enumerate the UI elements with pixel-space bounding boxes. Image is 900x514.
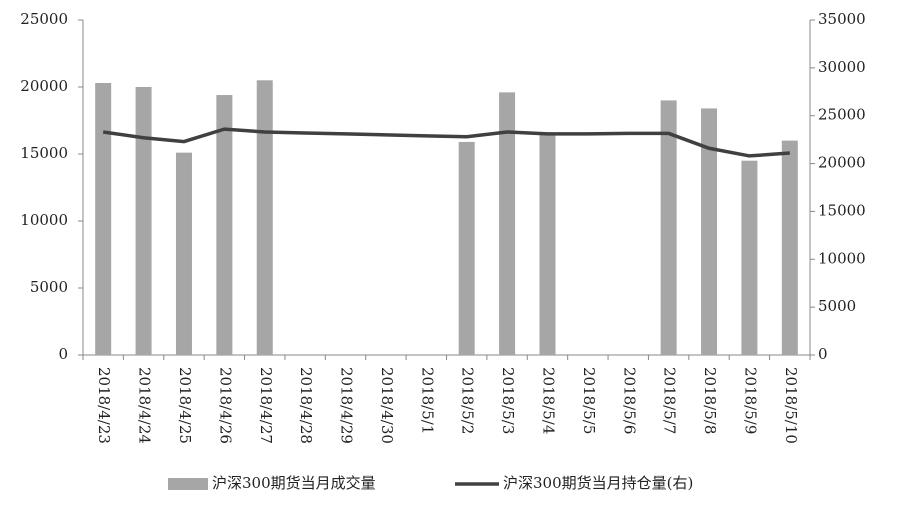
x-tick-label: 2018/5/2 [459,367,477,434]
legend-swatch [168,478,208,490]
x-tick-label: 2018/5/8 [701,367,719,434]
x-tick-label: 2018/5/4 [539,367,557,434]
x-tick-label: 2018/4/30 [378,367,396,444]
x-tick-label: 2018/5/6 [620,367,638,434]
x-tick-label: 2018/5/3 [499,367,517,434]
y2-tick-label: 15000 [818,201,866,219]
bar [701,108,718,355]
x-tick-label: 2018/4/24 [136,367,154,444]
x-tick-label: 2018/4/27 [257,367,275,444]
x-tick-label: 2018/4/26 [216,367,234,444]
x-tick-label: 2018/5/5 [580,367,598,434]
x-tick-label: 2018/4/25 [176,367,194,444]
bar [539,133,556,355]
y2-tick-label: 35000 [818,10,866,28]
y2-tick-label: 25000 [818,106,866,124]
y-tick-label: 10000 [20,211,68,229]
line [102,127,790,158]
x-tick-label: 2018/5/9 [741,367,759,434]
x-tick-label: 2018/5/7 [661,367,679,434]
bar [458,141,475,355]
bar [660,100,677,356]
y2-tick-label: 10000 [818,249,866,267]
y2-tick-label: 20000 [818,154,866,172]
bar [95,82,112,355]
bar [781,140,798,355]
legend-label: 沪深300期货当月持仓量(右) [503,474,693,492]
bar [135,87,152,355]
y2-tick-label: 30000 [818,58,866,76]
x-tick-label: 2018/4/29 [338,367,356,444]
bar [256,80,273,356]
y2-tick-label: 5000 [818,297,856,315]
bar [175,152,192,355]
bar [499,92,516,356]
y-tick-label: 20000 [20,77,68,95]
y-tick-label: 0 [58,345,68,363]
y-tick-label: 5000 [30,278,68,296]
x-tick-label: 2018/4/28 [297,367,315,444]
bar [741,160,758,355]
y-tick-label: 15000 [20,144,68,162]
legend-label: 沪深300期货当月成交量 [212,474,376,492]
x-tick-label: 2018/4/23 [95,367,113,444]
x-tick-label: 2018/5/1 [418,367,436,434]
y2-tick-label: 0 [818,345,828,363]
y-tick-label: 25000 [20,10,68,28]
x-tick-label: 2018/5/10 [782,367,800,444]
bar [216,95,233,355]
